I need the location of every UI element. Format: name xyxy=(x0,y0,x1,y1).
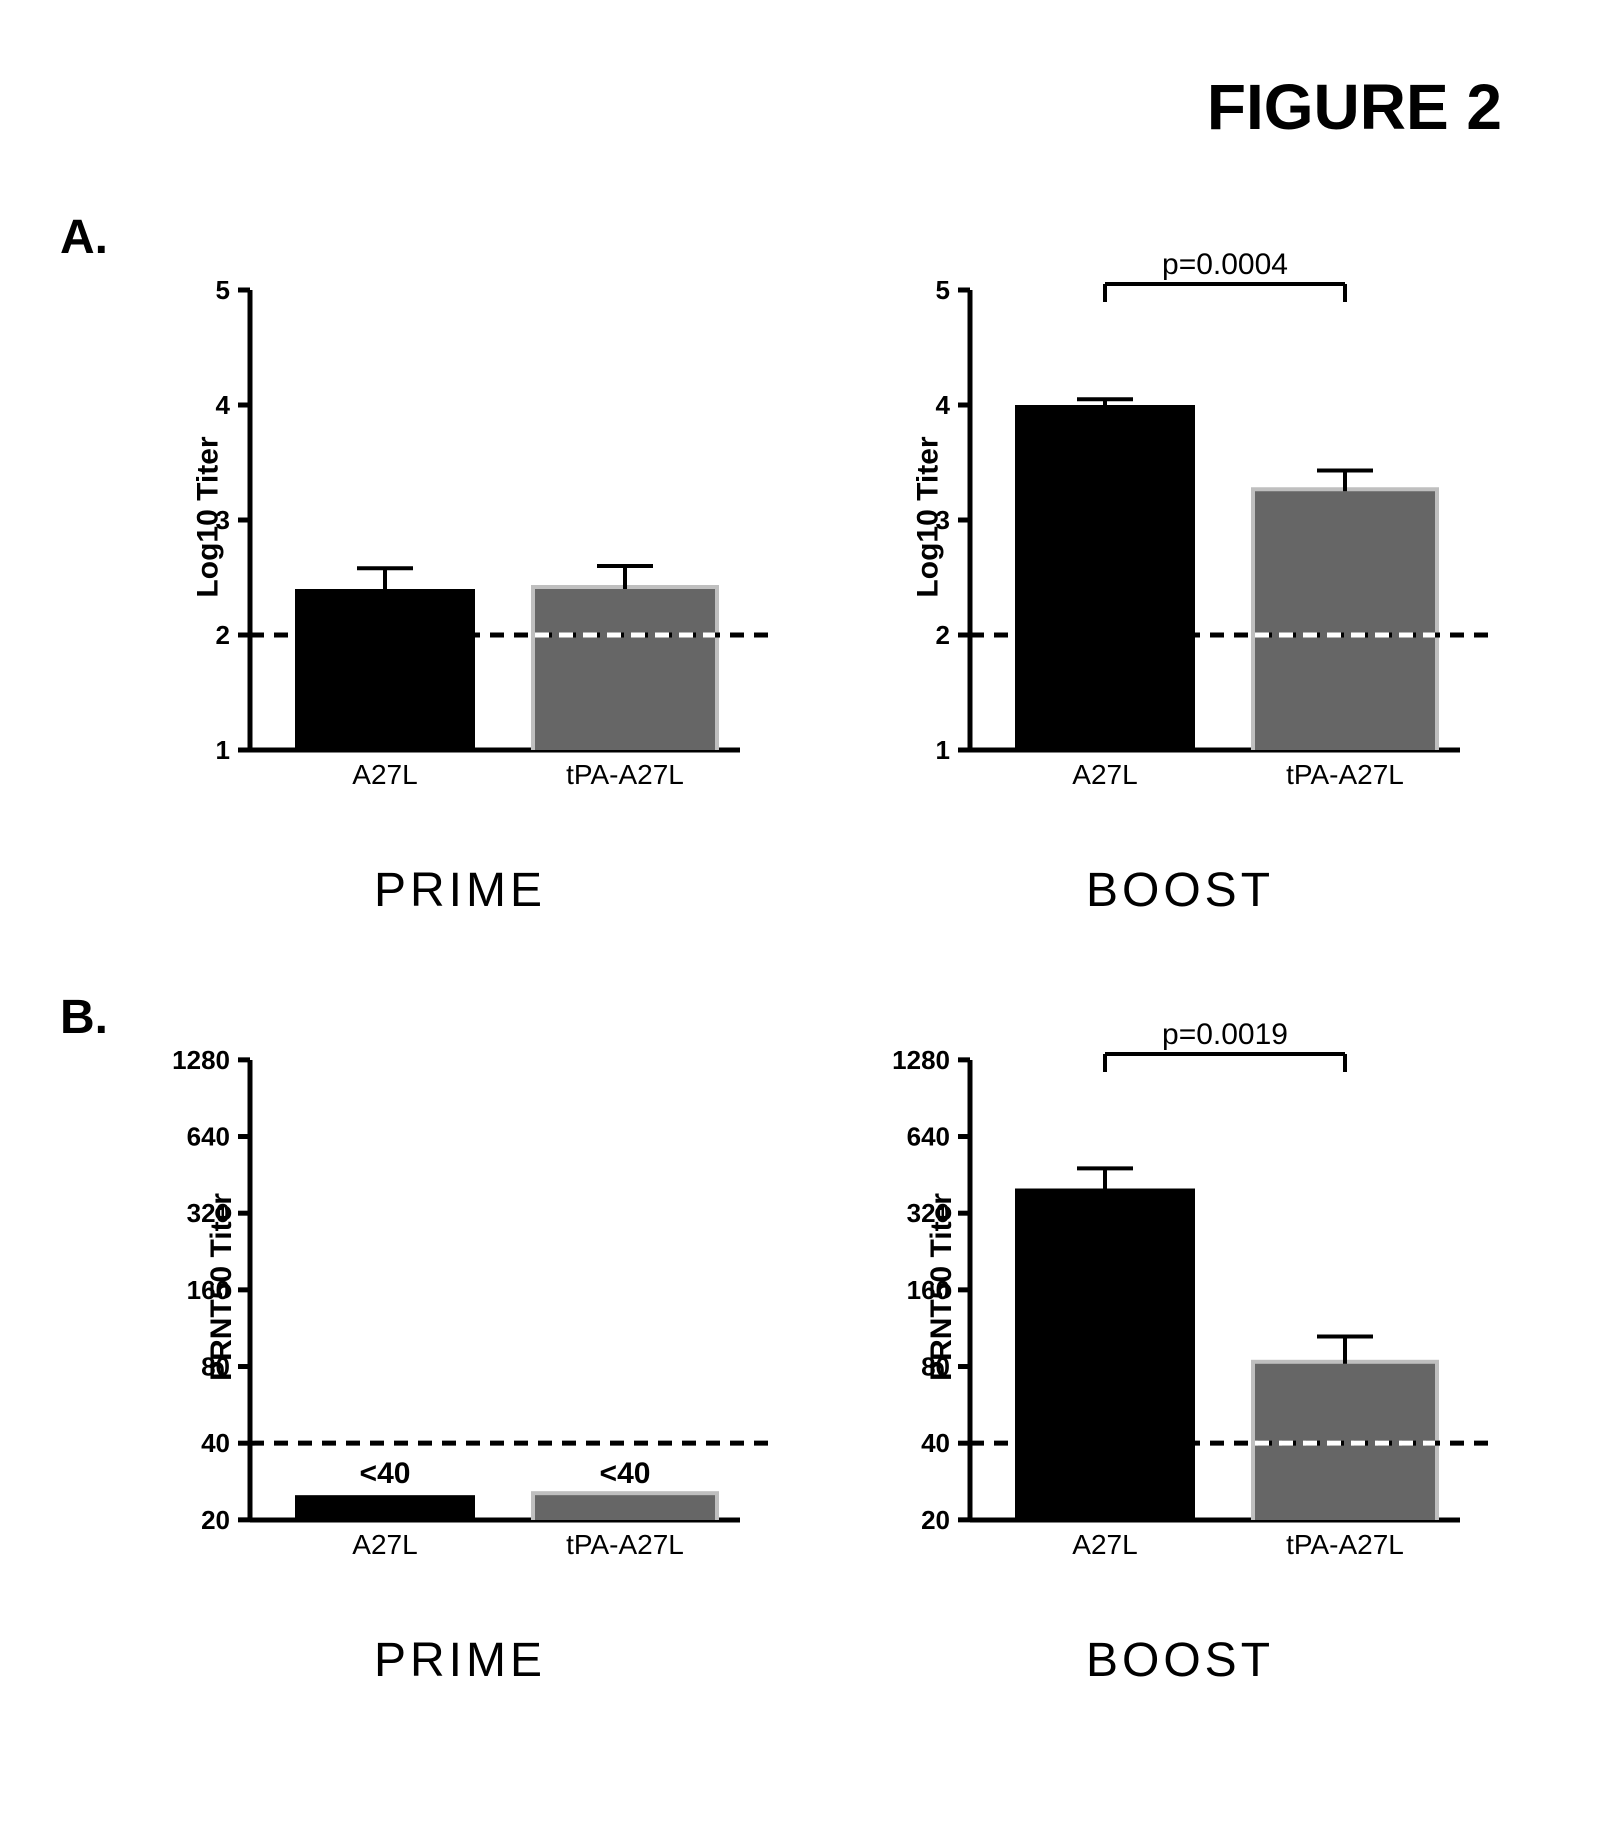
subtitle-b-boost: BOOST xyxy=(860,1633,1500,1688)
svg-text:2: 2 xyxy=(936,620,950,650)
svg-text:tPA-A27L: tPA-A27L xyxy=(566,1529,684,1560)
svg-text:1: 1 xyxy=(216,735,230,765)
panel-label-b: B. xyxy=(60,990,108,1045)
svg-text:40: 40 xyxy=(921,1428,950,1458)
svg-text:5: 5 xyxy=(216,275,230,305)
svg-text:20: 20 xyxy=(921,1505,950,1535)
subtitle-a-boost: BOOST xyxy=(860,863,1500,918)
svg-text:640: 640 xyxy=(907,1122,950,1152)
svg-text:A27L: A27L xyxy=(352,1529,417,1560)
ylabel-a-prime: Log10 Titer xyxy=(192,437,226,598)
svg-text:20: 20 xyxy=(201,1505,230,1535)
svg-text:tPA-A27L: tPA-A27L xyxy=(1286,1529,1404,1560)
svg-text:p=0.0019: p=0.0019 xyxy=(1162,1018,1288,1051)
chart-a-prime: Log10 Titer 12345A27LtPA-A27L PRIME xyxy=(140,210,780,850)
svg-text:4: 4 xyxy=(216,390,231,420)
chart-a-boost: Log10 Titer 12345A27LtPA-A27Lp=0.0004 BO… xyxy=(860,210,1500,850)
chart-svg: 12345A27LtPA-A27Lp=0.0004 xyxy=(860,210,1500,850)
figure-title: FIGURE 2 xyxy=(1207,70,1502,144)
svg-text:<40: <40 xyxy=(600,1457,651,1490)
subtitle-a-prime: PRIME xyxy=(140,863,780,918)
svg-text:1280: 1280 xyxy=(172,1045,230,1075)
svg-text:A27L: A27L xyxy=(352,759,417,790)
panel-label-a: A. xyxy=(60,210,108,265)
ylabel-a-boost: Log10 Titer xyxy=(912,437,946,598)
svg-text:5: 5 xyxy=(936,275,950,305)
svg-text:<40: <40 xyxy=(360,1457,411,1490)
chart-b-prime: PRNT50 Titer 2040801603206401280A27L<40t… xyxy=(140,980,780,1620)
svg-text:1280: 1280 xyxy=(892,1045,950,1075)
svg-text:A27L: A27L xyxy=(1072,759,1137,790)
svg-text:4: 4 xyxy=(936,390,951,420)
svg-text:p=0.0004: p=0.0004 xyxy=(1162,248,1288,281)
chart-b-boost: PRNT50 Titer 2040801603206401280A27LtPA-… xyxy=(860,980,1500,1620)
svg-text:40: 40 xyxy=(201,1428,230,1458)
svg-text:A27L: A27L xyxy=(1072,1529,1137,1560)
svg-text:tPA-A27L: tPA-A27L xyxy=(566,759,684,790)
svg-text:640: 640 xyxy=(187,1122,230,1152)
subtitle-b-prime: PRIME xyxy=(140,1633,780,1688)
charts-grid: Log10 Titer 12345A27LtPA-A27L PRIME Log1… xyxy=(140,210,1520,1620)
chart-svg: 12345A27LtPA-A27L xyxy=(140,210,780,850)
ylabel-b-prime: PRNT50 Titer xyxy=(205,1193,239,1381)
svg-text:tPA-A27L: tPA-A27L xyxy=(1286,759,1404,790)
svg-text:1: 1 xyxy=(936,735,950,765)
svg-text:2: 2 xyxy=(216,620,230,650)
ylabel-b-boost: PRNT50 Titer xyxy=(925,1193,959,1381)
